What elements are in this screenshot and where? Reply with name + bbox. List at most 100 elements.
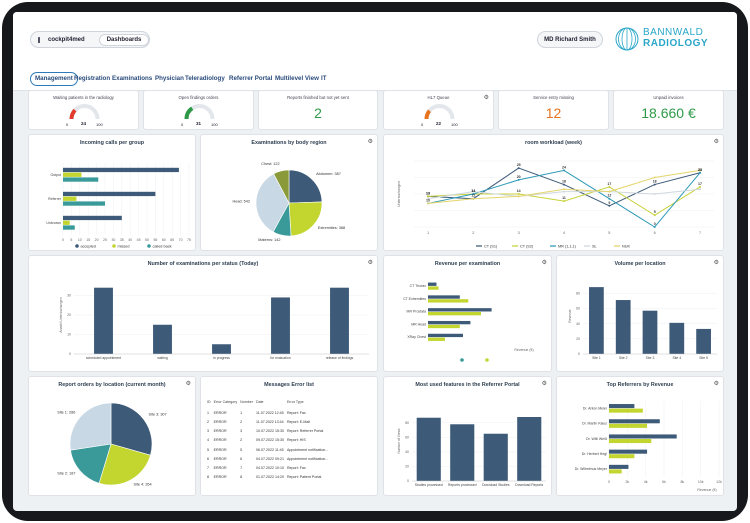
table-cell: ERROR xyxy=(213,429,227,434)
category-label: Site 1 xyxy=(592,356,601,360)
legend-label: accepted xyxy=(81,244,96,248)
table-row[interactable]: 7 ERROR 7 04.07.2022 10:10 Report: Fax xyxy=(207,463,331,472)
category-label: Reports processed xyxy=(448,483,477,487)
table-cell: 01.07.2022 14:20 xyxy=(255,475,284,480)
legend-label: CT (S2) xyxy=(520,244,534,248)
gear-icon[interactable]: ⚙ xyxy=(483,95,489,101)
tick-label: 40 xyxy=(576,322,580,326)
gear-icon[interactable]: ⚙ xyxy=(713,260,719,266)
table-cell: ERROR xyxy=(213,447,227,452)
tick-label: 10 xyxy=(67,333,71,337)
revenue-chart: CT Thorax CT Extremities MR Prostata MR Hea… xyxy=(403,282,534,362)
data-point xyxy=(653,214,656,217)
data-point xyxy=(427,202,429,205)
dashboards-button[interactable]: Dashboards xyxy=(98,33,150,46)
table-cell: 8 xyxy=(240,475,243,480)
bar xyxy=(428,282,437,286)
category-label: Download Studies xyxy=(482,483,510,487)
table-row[interactable]: 2 ERROR 2 11.07.2022 13:44 Report: E-Mail xyxy=(207,417,331,426)
col-number: Number xyxy=(240,400,253,405)
gear-icon[interactable]: ⚙ xyxy=(367,260,373,266)
table-cell: 7 xyxy=(240,465,243,470)
gear-icon[interactable]: ⚙ xyxy=(541,381,547,387)
tick-label: 60 xyxy=(576,307,580,311)
tab-management[interactable]: Management xyxy=(30,72,78,86)
kpi-hl7-min: 0 xyxy=(421,122,424,127)
table-row[interactable]: 1 ERROR 1 11.07.2022 12:45 Report: Fax xyxy=(207,408,331,417)
pie-slice xyxy=(255,173,290,233)
table-cell: 1 xyxy=(207,410,209,415)
table-row[interactable]: 3 ERROR 3 10.07.2022 15:30 Report: Referrer … xyxy=(207,427,331,436)
legend-marker xyxy=(147,244,151,248)
main-nav: Management Registration Examinations Phy… xyxy=(13,67,737,91)
dashboard-screen: cockpit4med Dashboards MD Richard Smith … xyxy=(13,12,737,511)
tick-label: 0 xyxy=(69,352,71,356)
gear-icon[interactable]: ⚙ xyxy=(713,139,719,145)
tab-examinations[interactable]: Examinations xyxy=(112,75,153,82)
features-title: Most used features in the Referrer Porta… xyxy=(415,382,520,388)
y-axis-label: Revenue xyxy=(568,309,572,322)
bar xyxy=(63,225,75,230)
pie-slice xyxy=(288,201,323,237)
volume-title: Volume per location xyxy=(614,261,666,267)
bar xyxy=(428,312,481,316)
col-date: Date xyxy=(255,400,264,405)
tick-label: 20 xyxy=(405,465,409,469)
table-cell: 6 xyxy=(207,456,209,461)
gear-icon[interactable]: ⚙ xyxy=(541,260,547,266)
gear-icon[interactable]: ⚙ xyxy=(185,381,191,387)
kpi-findings-value: 31 xyxy=(196,121,202,126)
bar xyxy=(428,333,463,338)
data-point xyxy=(699,169,701,172)
data-label: 12 xyxy=(607,194,611,198)
gear-icon[interactable]: ⚙ xyxy=(367,139,373,145)
data-point xyxy=(563,200,565,203)
table-cell: 2 xyxy=(207,419,209,424)
bar xyxy=(428,286,439,290)
tab-multilevel-view[interactable]: Multilevel View xyxy=(275,75,319,82)
user-button[interactable]: MD Richard Smith xyxy=(537,31,603,48)
data-point xyxy=(472,190,475,193)
status-title: Number of examinations per status (Today… xyxy=(147,261,259,267)
bar xyxy=(696,328,711,354)
report-orders-card: Report orders by location (current month… xyxy=(28,376,196,496)
incoming-calls-title: Incoming calls per group xyxy=(79,140,145,146)
bar xyxy=(63,191,156,197)
tick-label: 8k xyxy=(680,480,684,484)
gear-icon[interactable]: ⚙ xyxy=(713,381,719,387)
category-label: CT Extremities xyxy=(403,297,426,301)
bar xyxy=(330,287,349,354)
tab-it[interactable]: IT xyxy=(321,75,327,82)
category-label: for evaluation xyxy=(270,356,290,360)
table-row[interactable]: 6 ERROR 6 04.07.2022 09:21 Appointment notif… xyxy=(207,454,331,463)
tick-label: 50 xyxy=(145,238,149,242)
table-cell: ERROR xyxy=(213,465,227,470)
bar xyxy=(63,201,105,206)
tab-teleradiology[interactable]: Teleradiology xyxy=(185,75,225,82)
legend-marker xyxy=(112,244,116,248)
table-cell: 09.07.2022 15:30 xyxy=(255,438,284,443)
pie-slice xyxy=(70,443,112,484)
data-point xyxy=(517,178,520,181)
tick-label: 20 xyxy=(576,337,580,341)
table-row[interactable]: 8 ERROR 8 01.07.2022 14:20 Report: Patient P… xyxy=(207,473,331,482)
table-cell: Report: HIS xyxy=(286,438,306,443)
body-region-chart: Abdomen: 387 Extremities: 388 Materns: 142… xyxy=(232,162,345,242)
tab-registration[interactable]: Registration xyxy=(74,75,111,82)
bar xyxy=(615,300,631,354)
tick-label: 2k xyxy=(625,480,629,484)
table-cell: 10.07.2022 15:30 xyxy=(255,429,284,434)
table-cell: Report: E-Mail xyxy=(286,419,310,424)
bar xyxy=(609,419,660,424)
legend-label: called back xyxy=(153,244,172,248)
brand-button[interactable]: cockpit4med xyxy=(48,36,85,43)
table-cell: 6 xyxy=(240,456,243,461)
table-cell: 04.07.2022 09:21 xyxy=(255,456,284,461)
data-point xyxy=(608,190,611,193)
tab-referrer-portal[interactable]: Referrer Portal xyxy=(229,75,273,82)
table-row[interactable]: 5 ERROR 5 06.07.2022 11:45 Appointment notif… xyxy=(207,445,331,454)
table-row[interactable]: 4 ERROR 2 09.07.2022 15:30 Report: HIS xyxy=(207,436,331,445)
tab-physician[interactable]: Physician xyxy=(155,75,184,82)
tick-label: 3 xyxy=(518,231,520,235)
tick-label: 60 xyxy=(405,436,409,440)
